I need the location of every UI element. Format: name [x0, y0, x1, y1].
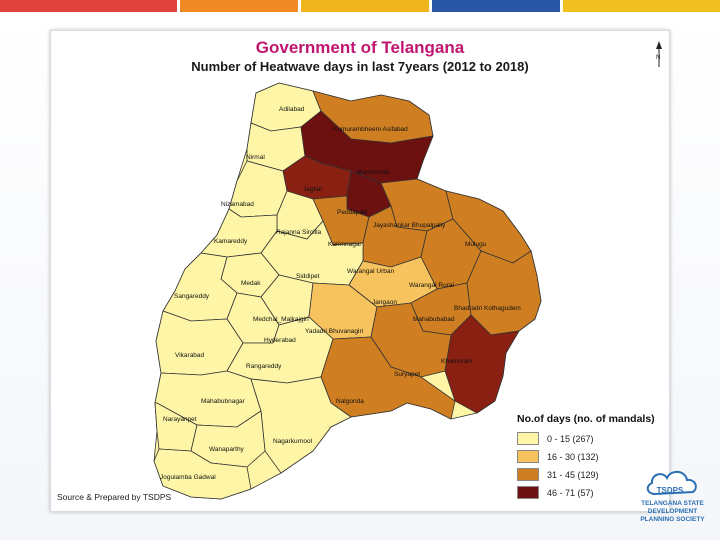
logo-line: TELANGANA STATE	[641, 500, 704, 507]
cloud-logo-icon: TSDPS	[646, 470, 697, 496]
legend-title: No.of days (no. of mandals)	[517, 413, 655, 425]
district-label-suryapet: Suryapet	[394, 371, 420, 378]
district-label-sangareddy: Sangareddy	[174, 293, 210, 300]
district-label-warangal-rural: Warangal Rural	[409, 282, 454, 289]
district-label-jayashankar-bhupalpally: Jayashankar Bhupalpally	[373, 222, 446, 229]
top-bar-segment	[563, 0, 720, 12]
district-label-medak: Medak	[241, 280, 261, 287]
district-label-peddapalli: Peddapalli	[337, 209, 367, 216]
north-arrow-icon: N	[656, 41, 662, 67]
district-label-yadadri-bhuvanagiri: Yadadri Bhuvanagiri	[305, 328, 363, 335]
district-label-mulugu: Mulugu	[465, 241, 487, 248]
map-subtitle: Number of Heatwave days in last 7years (…	[191, 59, 529, 74]
district-label-mancherial: Mancherial	[357, 169, 389, 176]
district-label-nalgonda: Nalgonda	[336, 398, 364, 405]
logo-text: TELANGANA STATE DEVELOPMENT PLANNING SOC…	[625, 500, 720, 524]
district-label-mahabubnagar: Mahabubnagar	[201, 398, 246, 405]
district-label-nagarkurnool: Nagarkurnool	[273, 438, 313, 445]
top-bar-segment	[0, 0, 177, 12]
map-legend: No.of days (no. of mandals) 0 - 15 (267)…	[517, 413, 667, 503]
district-label-adilabad: Adilabad	[279, 106, 305, 113]
legend-swatch	[517, 432, 539, 445]
legend-item: 16 - 30 (132)	[517, 449, 667, 464]
district-jogulamba-gadwal	[153, 448, 252, 500]
legend-label: 46 - 71 (57)	[547, 487, 594, 498]
top-bar-segment	[301, 0, 429, 12]
district-label-jogulamba-gadwal: Jogulamba Gadwal	[160, 474, 216, 481]
tsdps-logo: TSDPS TELANGANA STATE DEVELOPMENT PLANNI…	[625, 462, 720, 532]
district-label-rajanna-sircilla: Rajanna Sircilla	[276, 229, 322, 236]
district-label-khammam: Khammam	[441, 358, 472, 365]
svg-text:N: N	[656, 55, 660, 61]
top-color-bar	[0, 0, 720, 12]
legend-label: 0 - 15 (267)	[547, 433, 594, 444]
district-label-siddipet: Siddipet	[296, 273, 320, 280]
legend-label: 31 - 45 (129)	[547, 469, 599, 480]
logo-line: PLANNING SOCIETY	[640, 516, 705, 523]
legend-swatch	[517, 450, 539, 463]
legend-label: 16 - 30 (132)	[547, 451, 599, 462]
district-label-wanaparthy: Wanaparthy	[209, 446, 245, 453]
district-label-rangareddy: Rangareddy	[246, 363, 282, 370]
top-bar-segment	[432, 0, 560, 12]
district-label-narayanpet: Narayanpet	[163, 416, 197, 423]
district-label-vikarabad: Vikarabad	[175, 352, 205, 359]
district-label-jangaon: Jangaon	[372, 299, 397, 306]
map-frame: Government of Telangana Number of Heatwa…	[50, 30, 670, 512]
district-label-nirmal: Nirmal	[246, 154, 265, 161]
legend-swatch	[517, 486, 539, 499]
logo-abbr: TSDPS	[657, 486, 684, 495]
legend-item: 46 - 71 (57)	[517, 485, 667, 500]
map-title: Government of Telangana	[255, 38, 465, 57]
district-label-jagtial: Jagtial	[303, 186, 322, 193]
district-label-mahabubabad: Mahabubabad	[413, 316, 455, 323]
district-label-kumurambheem-asifabad: Kumurambheem Asifabad	[333, 126, 408, 133]
legend-item: 31 - 45 (129)	[517, 467, 667, 482]
legend-swatch	[517, 468, 539, 481]
source-note: Source & Prepared by TSDPS	[57, 492, 172, 502]
telangana-map: Adilabad Kumurambheem Asifabad Nirmal Manch…	[153, 82, 542, 500]
district-nizamabad	[228, 160, 288, 218]
district-label-bhadradri-kothagudem: Bhadradri Kothagudem	[454, 305, 521, 312]
legend-item: 0 - 15 (267)	[517, 431, 667, 446]
top-bar-segment	[180, 0, 298, 12]
district-label-nizamabad: Nizamabad	[221, 201, 254, 208]
logo-line: DEVELOPMENT	[647, 508, 698, 515]
district-label-medchal-malkajgiri: Medchal_Malkajgiri	[253, 316, 309, 323]
district-label-warangal-urban: Warangal Urban	[347, 268, 394, 275]
district-label-hyderabad: Hyderabad	[264, 337, 296, 344]
district-label-karimnagar: Karimnagar	[328, 241, 362, 248]
district-label-kamareddy: Kamareddy	[214, 238, 248, 245]
